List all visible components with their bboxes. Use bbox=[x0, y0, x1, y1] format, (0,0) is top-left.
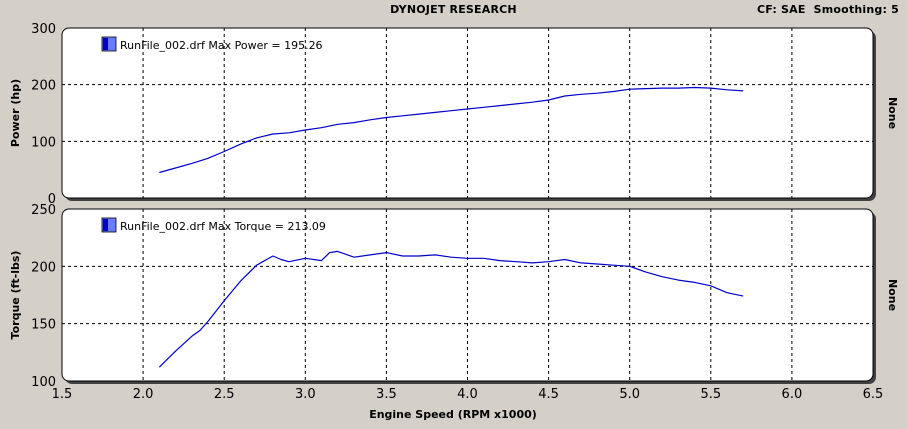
power-series-line bbox=[159, 86, 744, 174]
smoothing-label: Smoothing: 5 bbox=[813, 3, 899, 16]
torque-series-line bbox=[158, 250, 744, 368]
correction-factor-label: CF: SAE bbox=[757, 3, 806, 16]
header-settings: CF: SAE Smoothing: 5 bbox=[757, 3, 899, 16]
torque-ytick-label: 200 bbox=[31, 260, 56, 275]
xtick-label: 6.0 bbox=[782, 387, 803, 402]
torque-axis-label: Torque (ft-lbs) bbox=[9, 251, 22, 340]
torque-right-label: None bbox=[886, 279, 899, 311]
power-legend-text: RunFile_002.drf Max Power = 195.26 bbox=[120, 39, 323, 52]
torque-legend-text: RunFile_002.drf Max Torque = 213.09 bbox=[120, 220, 326, 233]
xtick-label: 4.0 bbox=[457, 387, 478, 402]
power-right-label: None bbox=[886, 97, 899, 129]
power-ytick-label: 200 bbox=[31, 79, 56, 94]
power-ytick-label: 100 bbox=[31, 135, 56, 150]
xtick-label: 3.0 bbox=[295, 387, 316, 402]
power-ytick-label: 300 bbox=[31, 22, 56, 37]
xtick-label: 6.5 bbox=[863, 387, 884, 402]
power-axis-label: Power (hp) bbox=[9, 79, 22, 147]
xtick-label: 3.5 bbox=[376, 387, 397, 402]
power-legend-swatch-shade bbox=[103, 38, 108, 50]
chart-title: DYNOJET RESEARCH bbox=[390, 3, 517, 16]
torque-ytick-label: 100 bbox=[31, 375, 56, 390]
xtick-label: 5.0 bbox=[619, 387, 640, 402]
power-ytick-label: 0 bbox=[48, 192, 56, 207]
x-axis-label: Engine Speed (RPM x1000) bbox=[369, 408, 537, 421]
xtick-label: 5.5 bbox=[700, 387, 721, 402]
xtick-label: 2.5 bbox=[214, 387, 235, 402]
torque-ytick-label: 150 bbox=[31, 318, 56, 333]
xtick-label: 1.5 bbox=[52, 387, 73, 402]
torque-legend-swatch-shade bbox=[103, 219, 108, 231]
xtick-label: 2.0 bbox=[133, 387, 154, 402]
torque-ytick-label: 250 bbox=[31, 203, 56, 218]
xtick-label: 4.5 bbox=[538, 387, 559, 402]
